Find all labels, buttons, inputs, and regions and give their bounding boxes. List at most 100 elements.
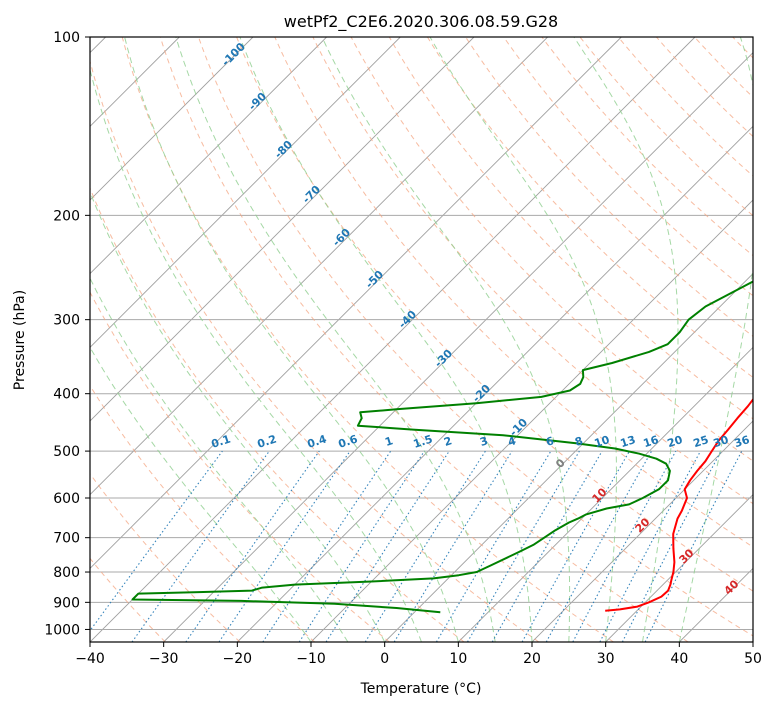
plot-frame — [89, 36, 754, 643]
mixing-ratio-line — [131, 450, 270, 642]
mixing-ratio-line — [298, 450, 425, 642]
isotherm-line — [458, 346, 753, 642]
mixing-ratio-line — [545, 450, 653, 642]
x-tick-label: −10 — [296, 651, 326, 667]
dry-adiabat-line — [90, 384, 316, 642]
isotherm-line — [163, 52, 753, 642]
y-tick-label: 300 — [53, 313, 80, 329]
moist-adiabats — [90, 37, 753, 642]
isotherm-line — [310, 199, 753, 642]
mixing-ratio-label: 20 — [666, 433, 685, 450]
dry-adiabat-line — [198, 37, 753, 637]
mixing-ratio-label: 13 — [619, 433, 638, 450]
moist-adiabat-line — [429, 37, 617, 642]
y-tick-label: 600 — [53, 491, 80, 507]
moist-adiabat-line — [90, 190, 386, 642]
moist-adiabat-line — [321, 37, 571, 642]
moist-adiabat-line — [573, 37, 679, 642]
mixing-ratio-label: 2 — [442, 434, 453, 449]
temperature-line — [605, 397, 753, 612]
x-tick-label: −40 — [75, 651, 105, 667]
moist-adiabat-line — [175, 37, 496, 642]
isotherm-line — [90, 37, 696, 642]
moist-adiabat-line — [678, 37, 753, 642]
mixing-ratio-line — [393, 450, 513, 642]
mixing-ratio-label: 25 — [692, 433, 711, 450]
dry-adiabat-line — [159, 37, 689, 642]
x-tick-label: 0 — [380, 651, 389, 667]
mixing-ratio-label: 1 — [383, 434, 394, 449]
dry-adiabat-line — [90, 291, 390, 642]
plot-area: -100-90-80-70-60-50-40-30-20-10010203040… — [90, 37, 753, 642]
moist-adiabat-line — [90, 277, 349, 642]
y-tick-label: 500 — [53, 444, 80, 460]
isotherm-line — [90, 37, 254, 201]
profile-lines — [131, 280, 753, 614]
x-tick-label: 40 — [670, 651, 688, 667]
isotherm-line — [237, 125, 753, 642]
mixing-ratio-label: 1.5 — [412, 432, 435, 450]
mixing-ratio-label: 0.1 — [210, 432, 233, 450]
dry-adiabat-line — [90, 186, 465, 642]
mixing-ratio-label: 10 — [593, 433, 612, 450]
mixing-ratio-label: 6 — [544, 434, 556, 449]
mixing-ratio-line — [572, 450, 677, 642]
mixing-ratio-label: 0.6 — [337, 432, 360, 450]
isotherm-line — [90, 37, 327, 275]
x-tick-label: 30 — [597, 651, 615, 667]
mixing-ratio-label: 0.4 — [306, 432, 329, 450]
mixing-ratio-label: 16 — [642, 433, 661, 450]
isotherm-line — [90, 37, 475, 422]
mixing-ratio-line — [644, 450, 743, 642]
y-tick-label: 400 — [53, 387, 80, 403]
dry-adiabat-line — [312, 37, 753, 505]
mixing-ratio-line — [218, 450, 351, 642]
moist-adiabat-line — [124, 37, 459, 642]
y-tick-label: 800 — [53, 565, 80, 581]
mixing-ratio-label: 36 — [733, 433, 752, 450]
mixing-ratio-lines — [90, 450, 743, 642]
mixing-ratio-label: 3 — [478, 434, 489, 449]
dry-adiabat-line — [236, 37, 753, 592]
chart-title: wetPf2_C2E6.2020.306.08.59.G28 — [284, 12, 558, 32]
dry-adiabat-line — [121, 37, 614, 642]
dry-adiabats — [90, 37, 753, 642]
dry-adiabat-line — [350, 37, 753, 462]
dry-adiabat-line — [90, 59, 540, 642]
mixing-ratio-line — [185, 450, 320, 642]
y-tick-label: 900 — [53, 595, 80, 611]
y-tick-label: 1000 — [44, 622, 80, 638]
y-tick-label: 100 — [53, 30, 80, 46]
x-tick-label: 20 — [523, 651, 541, 667]
x-tick-label: −20 — [223, 651, 253, 667]
mixing-ratio-line — [325, 450, 450, 642]
y-tick-label: 700 — [53, 531, 80, 547]
isotherm-line — [384, 273, 753, 642]
isotherm-lines — [90, 37, 753, 642]
isotherm-line — [531, 420, 753, 642]
dry-adiabat-line — [90, 472, 241, 642]
mixing-ratio-line — [262, 450, 392, 642]
isotherm-line — [605, 494, 753, 642]
isotherm-line — [90, 37, 548, 496]
y-axis-title: Pressure (hPa) — [12, 290, 28, 390]
x-tick-label: −30 — [149, 651, 179, 667]
mixing-ratio-label: 8 — [573, 434, 584, 449]
dewpoint-line — [131, 280, 753, 614]
mixing-ratio-label: 4 — [506, 434, 518, 449]
x-tick-label: 50 — [744, 651, 762, 667]
mixing-ratio-line — [521, 450, 630, 642]
y-tick-label: 200 — [53, 208, 80, 224]
moist-adiabat-line — [90, 67, 422, 642]
isotherm-line — [90, 37, 622, 569]
mixing-ratio-line — [90, 450, 223, 632]
moist-adiabat-line — [90, 346, 312, 642]
mixing-ratio-label: 30 — [712, 433, 731, 450]
x-axis-title: Temperature (°C) — [360, 681, 482, 697]
mixing-ratio-label: 0.2 — [256, 432, 279, 450]
axes: −40 −30 −20 −10 0 10 20 30 40 50 1000 900 800 700 600 5… — [44, 30, 762, 667]
moist-adiabat-line — [239, 37, 533, 642]
x-tick-label: 10 — [449, 651, 467, 667]
